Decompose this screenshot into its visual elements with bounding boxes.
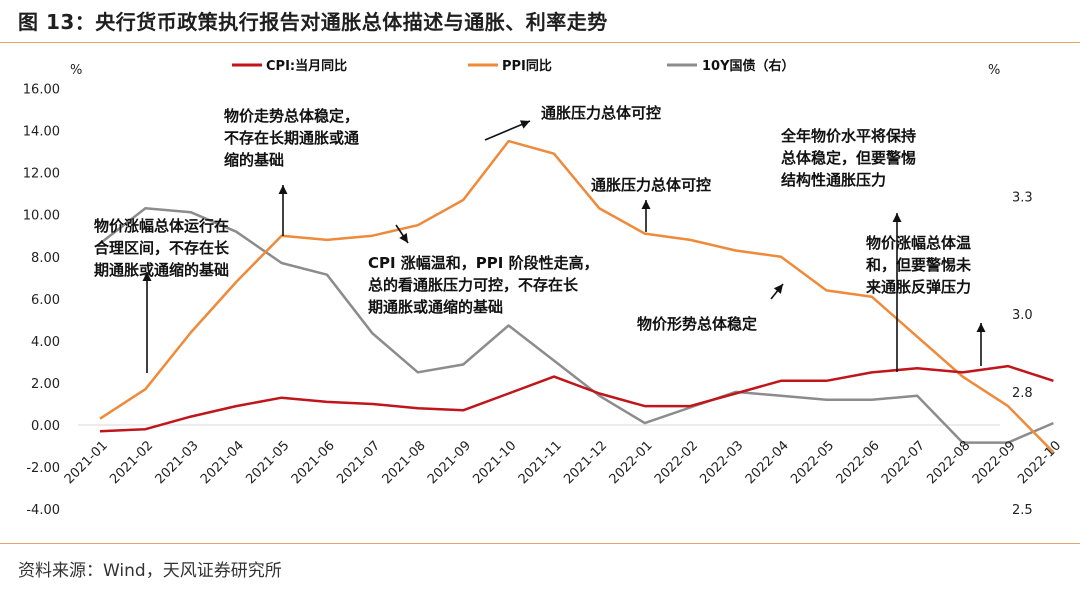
- annotation-arrow-head: [278, 185, 288, 194]
- annotation-arrow-head: [142, 272, 152, 281]
- x-tick-label: 2021-08: [380, 438, 429, 487]
- x-tick-label: 2021-11: [516, 438, 565, 487]
- x-tick-label: 2021-04: [198, 438, 247, 487]
- right-axis-unit: %: [988, 63, 1000, 78]
- right-tick-label: 2.5: [1012, 503, 1033, 518]
- x-tick-label: 2021-02: [107, 438, 156, 487]
- right-tick-label: 3.0: [1012, 308, 1033, 323]
- annotation-text: 物价走势总体稳定，: [224, 107, 359, 125]
- legend-label-cpi: CPI:当月同比: [266, 58, 347, 74]
- annotation-arrow-head: [892, 213, 902, 222]
- left-axis-unit: %: [70, 63, 82, 78]
- bottom-rule: [0, 543, 1080, 544]
- left-tick-label: 14.00: [23, 125, 60, 140]
- annotation-text: 期通胀或通缩的基础: [368, 298, 503, 316]
- annotation-text: 来通胀反弹压力: [865, 278, 971, 296]
- annotation-text: 不存在长期通胀或通: [224, 129, 359, 147]
- x-tick-label: 2022-06: [834, 438, 883, 487]
- annotation-text: 和，但要警惕未: [866, 256, 972, 274]
- annotation-arrow-head: [641, 200, 651, 209]
- ppi-series-line: [99, 139, 1055, 454]
- annotation-text: 结构性通胀压力: [781, 171, 886, 189]
- annotation-text: CPI 涨幅温和，PPI 阶段性走高，: [368, 254, 599, 272]
- x-tick-label: 2021-10: [470, 438, 519, 487]
- left-tick-label: 12.00: [23, 167, 60, 182]
- left-tick-label: -2.00: [26, 461, 60, 476]
- x-tick-label: 2022-10: [1015, 438, 1064, 487]
- annotation-text: 缩的基础: [224, 151, 284, 169]
- annotation-text: 物价涨幅总体温: [866, 234, 971, 252]
- left-tick-label: 16.00: [23, 83, 60, 98]
- x-tick-label: 2021-01: [62, 438, 111, 487]
- x-tick-label: 2022-07: [879, 438, 928, 487]
- left-tick-label: -4.00: [26, 503, 60, 518]
- left-tick-label: 0.00: [31, 419, 60, 434]
- x-tick-label: 2022-08: [924, 438, 973, 487]
- left-tick-label: 10.00: [23, 209, 60, 224]
- x-tick-label: 2022-01: [607, 438, 656, 487]
- left-tick-label: 8.00: [31, 251, 60, 266]
- x-tick-label: 2022-02: [652, 438, 701, 487]
- x-tick-label: 2022-09: [970, 438, 1019, 487]
- left-tick-label: 2.00: [31, 377, 60, 392]
- annotation-text: 物价涨幅总体运行在: [94, 217, 229, 235]
- x-tick-label: 2022-03: [697, 438, 746, 487]
- x-tick-label: 2022-05: [788, 438, 837, 487]
- x-tick-label: 2021-06: [289, 438, 338, 487]
- right-tick-label: 2.8: [1012, 386, 1033, 401]
- annotation-text: 合理区间，不存在长: [93, 239, 230, 257]
- annotation-text: 总的看通胀压力可控，不存在长: [368, 276, 579, 294]
- cpi-series-line: [99, 364, 1054, 433]
- annotation-text: 总体稳定，但要警惕: [781, 149, 916, 167]
- legend-label-bond: 10Y国债（右）: [702, 58, 795, 74]
- annotation-arrow-head: [399, 233, 408, 243]
- legend-label-ppi: PPI同比: [502, 58, 552, 74]
- chart: CPI:当月同比 PPI同比 10Y国债（右） % % 16.00 14.00 12…: [23, 58, 1064, 518]
- left-tick-label: 4.00: [31, 335, 60, 350]
- annotation-arrow-head: [773, 284, 783, 294]
- figure-title: 图 13：央行货币政策执行报告对通胀总体描述与通胀、利率走势: [18, 10, 608, 34]
- annotation-arrow-head: [519, 120, 530, 129]
- right-tick-label: 3.3: [1012, 191, 1033, 206]
- annotation-text: 全年物价水平将保持: [780, 127, 916, 145]
- annotation-text: 通胀压力总体可控: [591, 176, 711, 194]
- x-tick-label: 2021-05: [243, 438, 292, 487]
- left-tick-label: 6.00: [31, 293, 60, 308]
- x-tick-label: 2021-09: [425, 438, 474, 487]
- x-tick-label: 2021-03: [153, 438, 202, 487]
- annotation-arrow-head: [976, 323, 986, 332]
- legend: CPI:当月同比 PPI同比 10Y国债（右）: [232, 58, 795, 74]
- x-tick-label: 2021-07: [334, 438, 383, 487]
- source-note: 资料来源：Wind，天风证券研究所: [18, 561, 282, 581]
- x-tick-label: 2022-04: [743, 438, 792, 487]
- x-tick-label: 2021-12: [561, 438, 610, 487]
- annotation-text: 物价形势总体稳定: [637, 315, 757, 333]
- bond-yield-series-line: [99, 207, 1054, 444]
- annotation-text: 期通胀或通缩的基础: [94, 261, 229, 279]
- top-rule: [0, 42, 1080, 43]
- annotation-text: 通胀压力总体可控: [541, 104, 661, 122]
